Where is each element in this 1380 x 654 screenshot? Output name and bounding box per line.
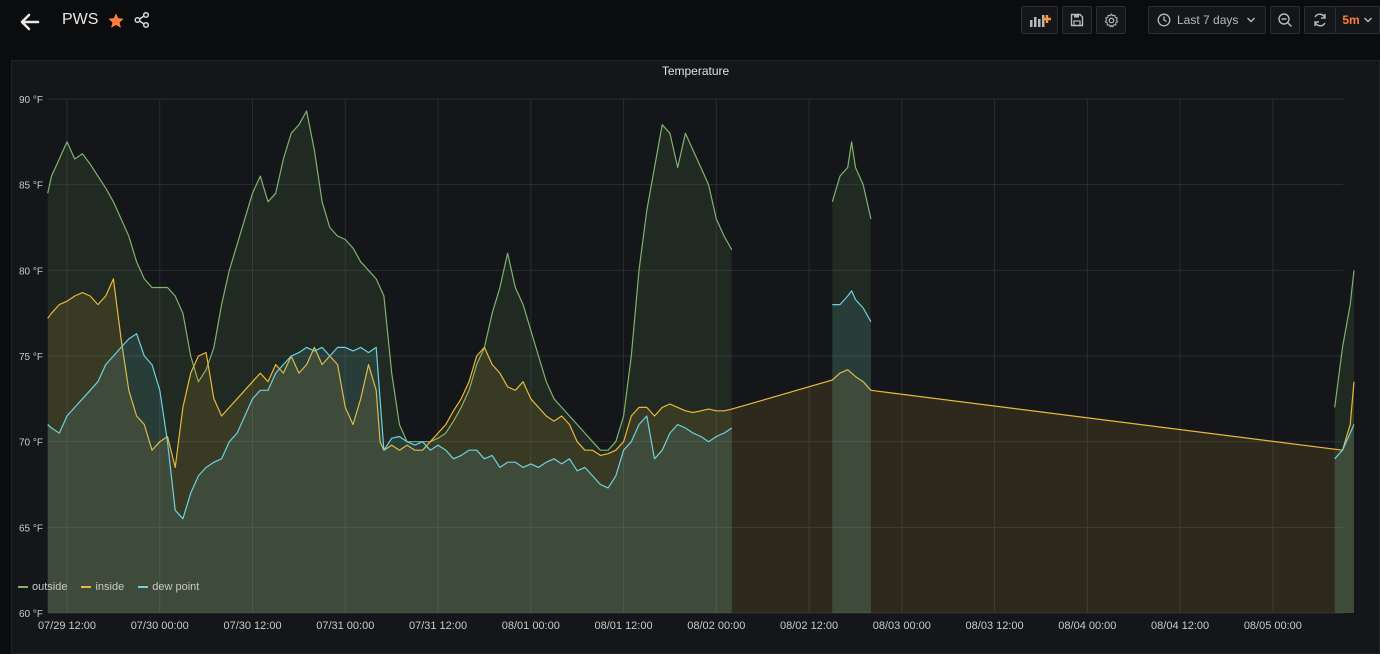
y-tick-label: 65 °F	[19, 523, 43, 534]
dew-point-series-line	[1334, 424, 1355, 460]
x-tick-label: 08/01 00:00	[502, 620, 560, 632]
chart-legend: outside inside dew point	[18, 581, 199, 593]
chevron-down-icon	[1363, 17, 1372, 23]
outside-series-area	[832, 141, 871, 614]
inside-series-line	[47, 278, 1355, 468]
x-tick-label: 08/04 00:00	[1058, 620, 1116, 632]
refresh-interval-picker[interactable]: 5m	[1335, 6, 1380, 34]
dew-point-series-area	[47, 333, 732, 613]
add-panel-button[interactable]	[1021, 6, 1058, 34]
refresh-interval-label: 5m	[1342, 13, 1360, 27]
x-tick-label: 08/01 12:00	[594, 620, 652, 632]
dashboard-title[interactable]: PWS	[62, 11, 99, 28]
clock-icon	[1157, 13, 1171, 27]
outside-series-area	[47, 111, 732, 613]
panel-header[interactable]: Temperature	[11, 60, 1380, 90]
star-icon[interactable]	[107, 12, 125, 30]
x-tick-label: 07/30 12:00	[223, 620, 281, 632]
chevron-down-icon	[1247, 17, 1256, 23]
legend-swatch	[18, 586, 28, 588]
legend-swatch	[138, 586, 149, 588]
y-tick-label: 80 °F	[19, 266, 43, 277]
x-tick-label: 08/03 00:00	[873, 620, 931, 632]
x-tick-label: 08/03 12:00	[966, 620, 1024, 632]
save-icon	[1070, 13, 1084, 27]
x-tick-label: 08/02 00:00	[687, 620, 745, 632]
gear-icon	[1104, 12, 1118, 27]
y-tick-label: 90 °F	[19, 95, 43, 106]
x-tick-label: 08/05 00:00	[1244, 620, 1302, 632]
y-tick-label: 70 °F	[19, 438, 43, 449]
legend-item-inside[interactable]: inside	[81, 581, 124, 593]
dew-point-series-area	[1334, 424, 1354, 613]
back-arrow-icon[interactable]	[16, 8, 44, 36]
x-tick-label: 07/30 00:00	[131, 620, 189, 632]
add-panel-icon	[1029, 15, 1051, 27]
x-tick-label: 07/29 12:00	[38, 620, 96, 632]
zoom-out-button[interactable]	[1270, 6, 1300, 34]
x-tick-label: 08/04 12:00	[1151, 620, 1209, 632]
dew-point-series-line	[832, 290, 872, 322]
x-tick-label: 07/31 12:00	[409, 620, 467, 632]
dashboard-settings-button[interactable]	[1096, 6, 1126, 34]
x-tick-label: 07/31 00:00	[316, 620, 374, 632]
y-tick-label: 60 °F	[19, 609, 43, 620]
y-tick-label: 75 °F	[19, 352, 43, 363]
share-icon[interactable]	[133, 11, 151, 29]
zoom-out-icon	[1278, 13, 1292, 27]
dew-point-series-area	[832, 290, 871, 613]
outside-series-line	[47, 110, 733, 451]
outside-series-line	[1334, 270, 1355, 408]
refresh-icon	[1314, 13, 1326, 27]
panel-title: Temperature	[661, 64, 730, 78]
legend-swatch	[81, 586, 92, 588]
inside-series-area	[47, 278, 1355, 613]
y-tick-label: 85 °F	[19, 181, 43, 192]
time-range-label: Last 7 days	[1177, 13, 1239, 27]
temperature-panel	[11, 60, 1380, 654]
legend-label: outside	[32, 581, 68, 593]
legend-item-dew-point[interactable]: dew point	[138, 581, 199, 593]
legend-label: dew point	[152, 581, 200, 593]
outside-series-area	[1334, 270, 1354, 613]
refresh-button[interactable]	[1304, 6, 1336, 34]
dashboard-navbar: PWS Last 7 d	[0, 0, 1380, 44]
time-range-picker[interactable]: Last 7 days	[1148, 6, 1266, 34]
legend-item-outside[interactable]: outside	[18, 581, 67, 593]
save-dashboard-button[interactable]	[1062, 6, 1092, 34]
x-tick-label: 08/02 12:00	[780, 620, 838, 632]
outside-series-line	[831, 141, 872, 220]
dew-point-series-line	[47, 333, 733, 520]
legend-label: inside	[95, 581, 125, 593]
